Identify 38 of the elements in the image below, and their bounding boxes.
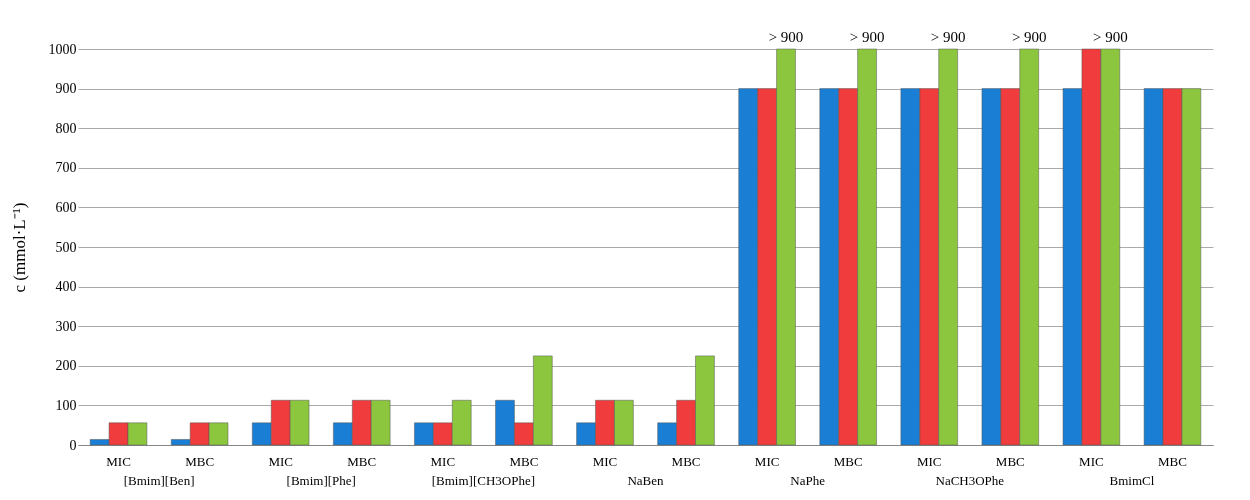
y-tick-label: 700 [55, 160, 77, 176]
x-tick-label: MBC [1158, 453, 1187, 469]
x-tick-label: MIC [916, 453, 942, 469]
x-tick-label: MBC [509, 453, 539, 469]
text: [Bmim][Phe] [286, 473, 356, 488]
y-tick-label: 200 [55, 358, 77, 374]
x-tick-label: MIC [754, 453, 780, 469]
y-tick-label: 800 [55, 120, 77, 136]
text: [Bmim][CH3OPhe] [431, 473, 535, 488]
text: NaPhe [790, 473, 826, 488]
y-tick-label: 1000 [48, 41, 77, 57]
y-tick-label: 500 [55, 239, 77, 255]
y-tick-label: 400 [55, 279, 77, 295]
text: NaBen [627, 473, 665, 488]
y-axis-title: c (mmol·L⁻¹) [9, 202, 29, 293]
y-tick-label: 600 [55, 199, 77, 215]
y-tick-label: 0 [69, 437, 77, 453]
x-tick-label: MBC [671, 453, 701, 469]
y-tick-label: 100 [55, 397, 77, 413]
text: NaCH3OPhe [935, 473, 1005, 488]
x-tick-label: MBC [995, 453, 1025, 469]
y-tick-label: 900 [55, 81, 77, 97]
text: BmimCl [1109, 473, 1155, 488]
x-tick-label: MIC [268, 453, 293, 469]
data-label: > 900 [930, 29, 966, 45]
x-tick-label: MIC [592, 453, 618, 469]
data-label: > 900 [1011, 29, 1047, 45]
y-tick-label: 300 [55, 318, 77, 334]
x-tick-label: MBC [347, 453, 377, 469]
x-tick-label: MBC [185, 453, 215, 469]
x-tick-label: MIC [1079, 453, 1104, 469]
data-label: > 900 [768, 29, 804, 45]
data-label: > 900 [1092, 29, 1128, 45]
data-label: > 900 [849, 29, 885, 45]
text: [Bmim][Ben] [123, 473, 195, 488]
x-tick-label: MIC [106, 453, 131, 469]
x-tick-label: MIC [430, 453, 456, 469]
x-tick-label: MBC [833, 453, 863, 469]
